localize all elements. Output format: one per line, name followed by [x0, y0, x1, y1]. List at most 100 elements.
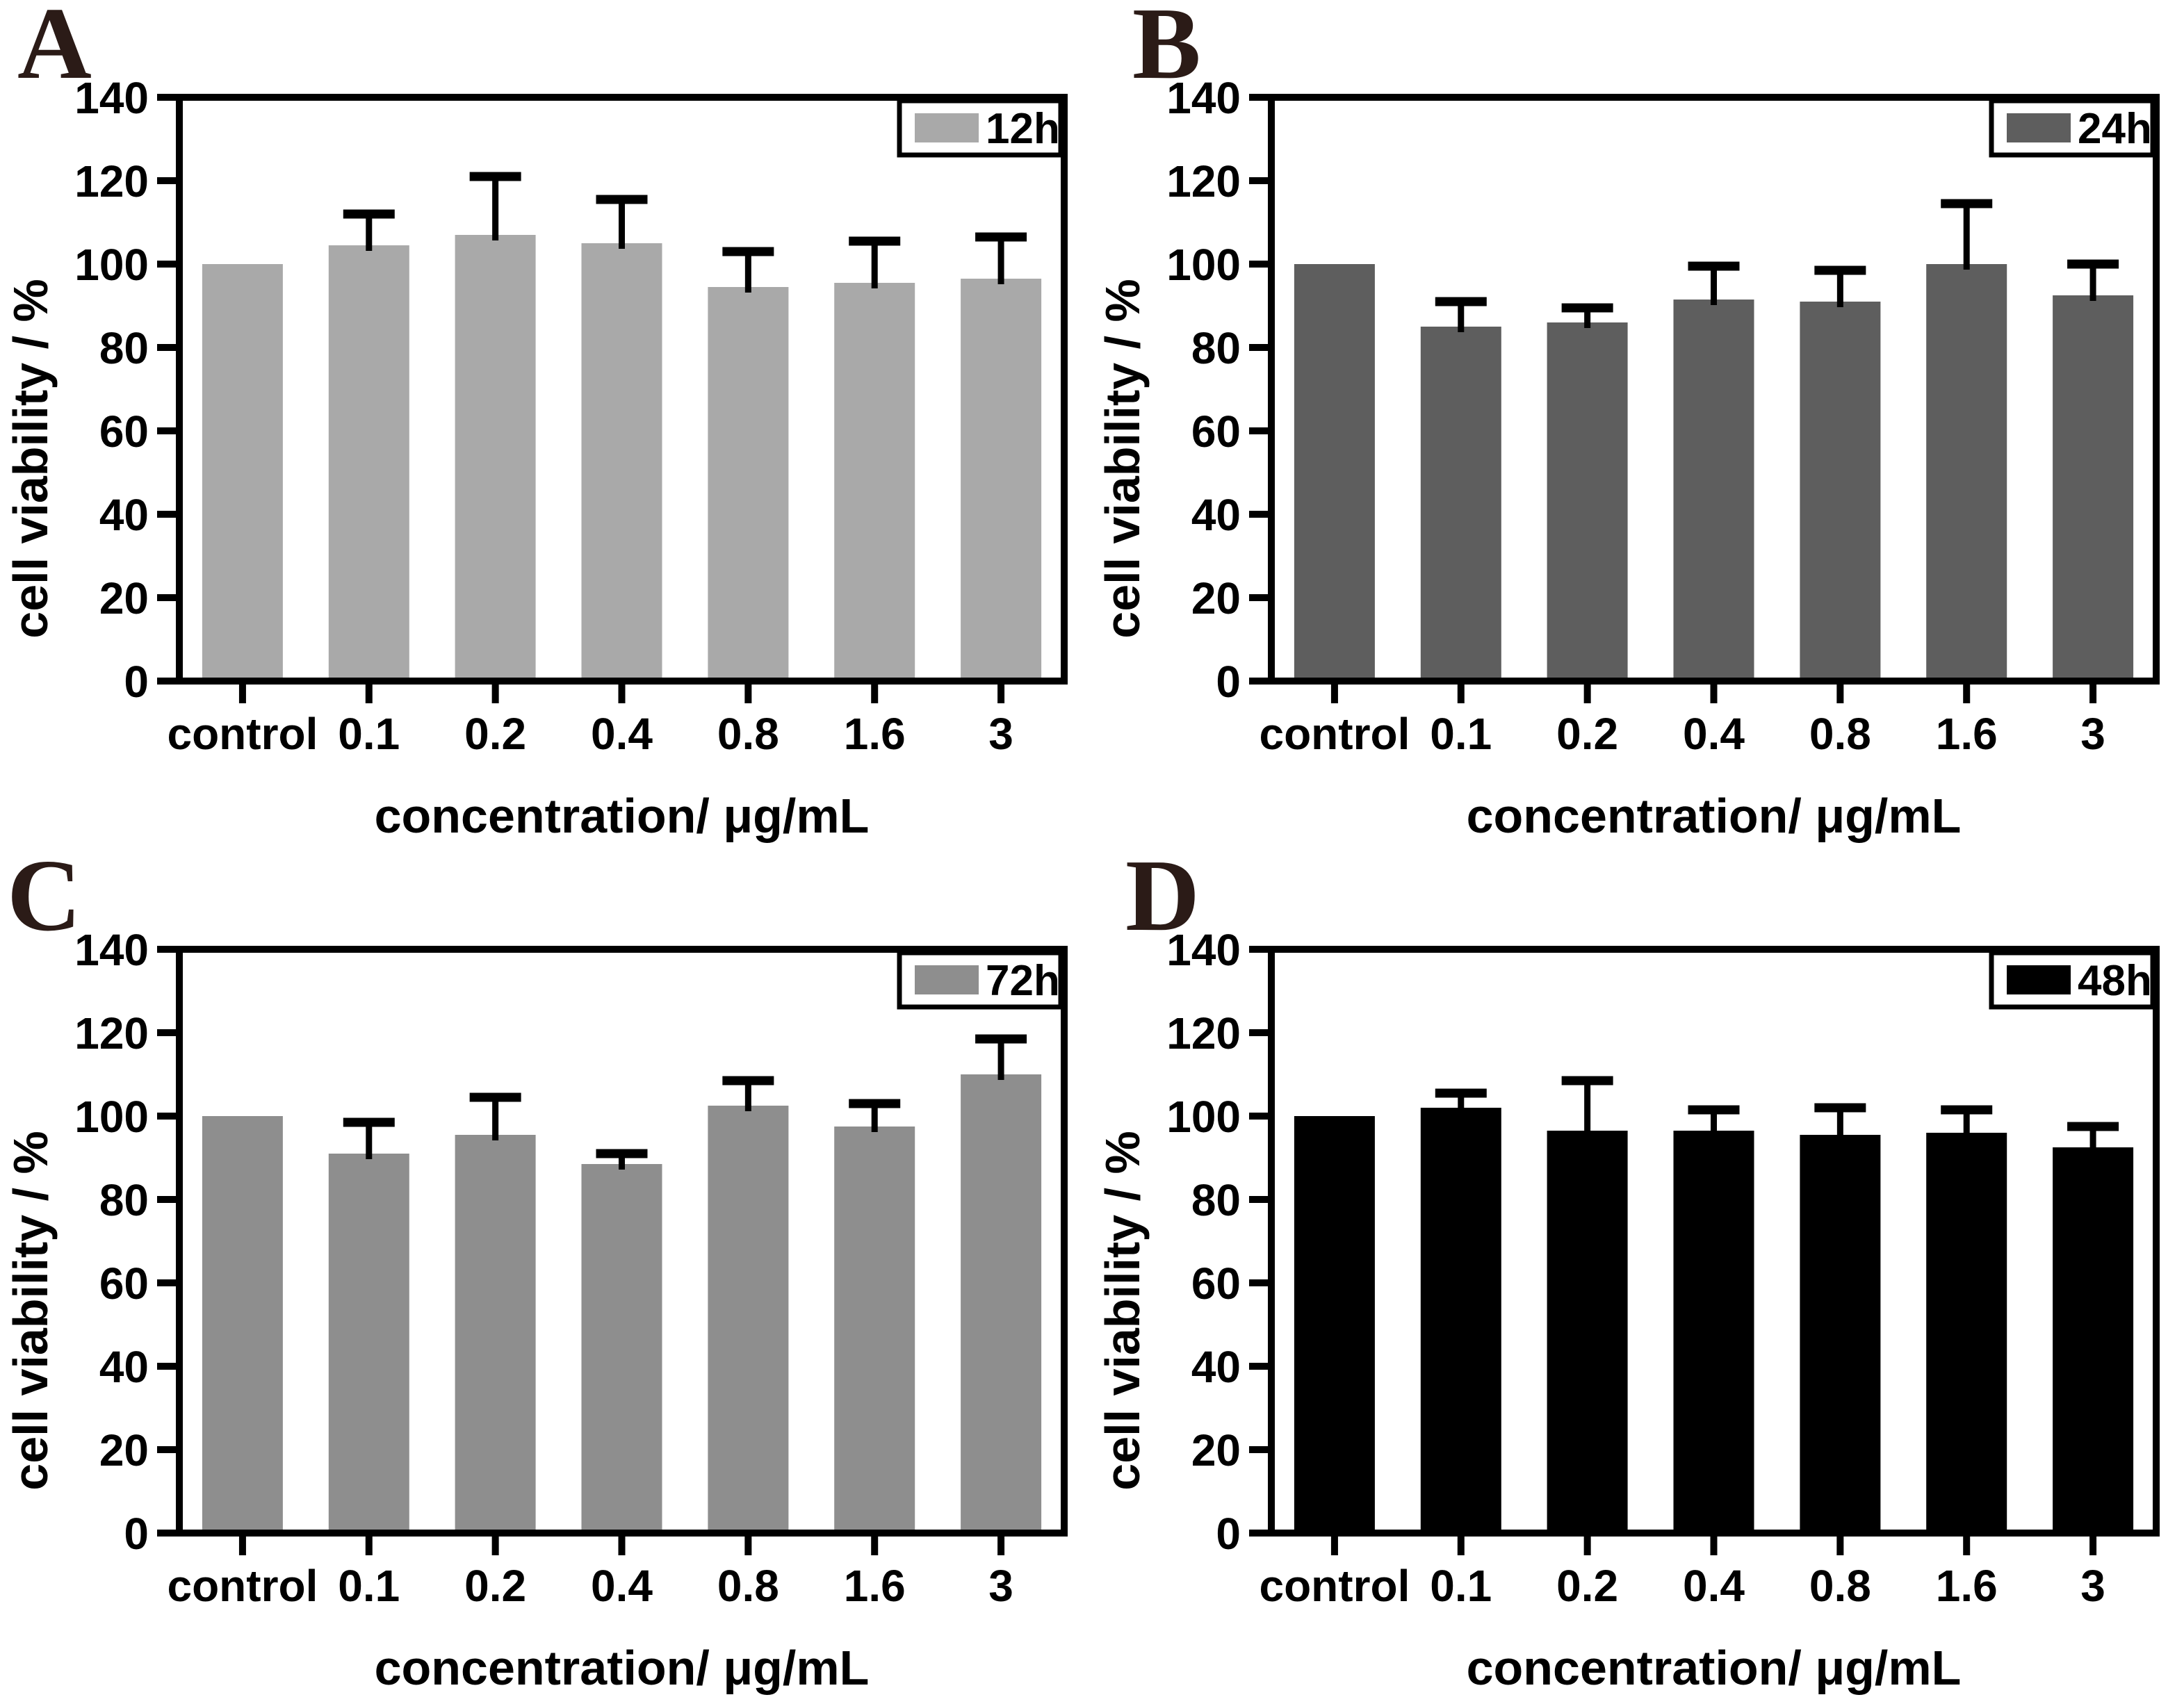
x-tick-label: 0.4: [591, 1561, 653, 1611]
panel-letter: C: [7, 852, 81, 953]
x-tick-label: 0.4: [1683, 1561, 1745, 1611]
y-tick-label: 100: [74, 1092, 149, 1142]
x-tick-label: 0.2: [464, 709, 526, 759]
y-tick-label: 60: [1191, 407, 1241, 457]
y-tick-label: 20: [1191, 573, 1241, 623]
y-tick-label: 80: [1191, 1175, 1241, 1225]
x-tick-label: 3: [2080, 1561, 2105, 1611]
bar-0.2: [1547, 322, 1628, 681]
bar-0.8: [1800, 1135, 1881, 1533]
legend-label: 24h: [2078, 105, 2152, 153]
bar-0.4: [1673, 1131, 1754, 1533]
bar-0.4: [1673, 300, 1754, 681]
panel-letter: D: [1125, 852, 1200, 953]
y-tick-label: 140: [74, 73, 149, 123]
bar-0.8: [1800, 302, 1881, 681]
y-tick-label: 40: [1191, 1342, 1241, 1392]
x-tick-label: 0.8: [717, 709, 779, 759]
legend-label: 12h: [986, 105, 1060, 153]
panel-b-chart: 0 20 40 60 80 100 120 140 control 0.1 0.2 0.4 0.8 1.6…: [1095, 0, 2160, 843]
x-tick-label: 0.2: [464, 1561, 526, 1611]
x-tick-label: 0.1: [338, 1561, 400, 1611]
bar-1.6: [834, 1127, 915, 1533]
x-tick-label: 0.1: [1430, 1561, 1492, 1611]
bar-0.4: [581, 1164, 662, 1533]
y-tick-label: 0: [1216, 1509, 1241, 1559]
y-tick-label: 20: [99, 1425, 149, 1475]
panel-d: 0 20 40 60 80 100 120 140 control 0.1 0.2 0.4 0.8 1.6…: [1092, 852, 2184, 1704]
x-tick-label: control: [1259, 1561, 1410, 1611]
x-tick-label: 0.2: [1556, 1561, 1618, 1611]
x-tick-label: 3: [988, 1561, 1013, 1611]
y-tick-label: 120: [1166, 156, 1241, 206]
legend-box: [1989, 950, 2156, 1010]
y-axis-title: cell viability / %: [3, 1131, 58, 1490]
bar-0.4: [581, 243, 662, 681]
panel-a: 0 20 40 60 80 100 120 140 control 0.1 0.2 0.4 0.8 1.6…: [0, 0, 1092, 852]
bar-3: [2053, 295, 2134, 681]
legend-swatch: [915, 965, 979, 994]
bar-0.2: [455, 1135, 536, 1533]
bar-control: [202, 1116, 283, 1533]
legend-label: 72h: [986, 957, 1060, 1005]
x-tick-label: control: [167, 1561, 318, 1611]
x-tick-label: 3: [988, 709, 1013, 759]
panel-c-chart: 0 20 40 60 80 100 120 140 control 0.1 0.2 0.4 0.8 1.6…: [3, 852, 1068, 1695]
x-tick-label: 0.1: [1430, 709, 1492, 759]
y-tick-label: 140: [1166, 73, 1241, 123]
panel-letter: A: [17, 0, 92, 101]
y-tick-label: 100: [74, 240, 149, 290]
y-tick-label: 60: [99, 407, 149, 457]
y-tick-label: 60: [99, 1259, 149, 1309]
bar-0.1: [328, 245, 409, 681]
y-tick-label: 100: [1166, 1092, 1241, 1142]
y-tick-label: 80: [99, 1175, 149, 1225]
bar-1.6: [834, 283, 915, 681]
panel-d-chart: 0 20 40 60 80 100 120 140 control 0.1 0.2 0.4 0.8 1.6…: [1095, 852, 2160, 1695]
legend-swatch: [2007, 965, 2071, 994]
y-tick-label: 120: [74, 1008, 149, 1058]
bar-0.1: [1420, 1108, 1501, 1533]
legend-box: [1989, 98, 2156, 158]
y-tick-label: 20: [1191, 1425, 1241, 1475]
y-tick-label: 40: [1191, 490, 1241, 540]
x-tick-label: 1.6: [844, 1561, 906, 1611]
y-axis-title: cell viability / %: [1095, 1131, 1150, 1490]
y-tick-label: 140: [74, 925, 149, 975]
y-tick-label: 100: [1166, 240, 1241, 290]
bar-1.6: [1926, 264, 2007, 681]
y-tick-label: 60: [1191, 1259, 1241, 1309]
legend-swatch: [2007, 113, 2071, 142]
bar-1.6: [1926, 1133, 2007, 1533]
y-tick-label: 40: [99, 490, 149, 540]
bar-0.8: [708, 1106, 789, 1533]
x-tick-label: control: [1259, 709, 1410, 759]
y-tick-label: 120: [74, 156, 149, 206]
x-tick-label: 1.6: [844, 709, 906, 759]
y-tick-label: 0: [124, 657, 149, 707]
x-tick-label: 0.8: [717, 1561, 779, 1611]
x-tick-label: control: [167, 709, 318, 759]
x-axis-title: concentration/ μg/mL: [1467, 789, 1962, 843]
x-tick-label: 3: [2080, 709, 2105, 759]
legend-swatch: [915, 113, 979, 142]
y-tick-label: 40: [99, 1342, 149, 1392]
y-axis-title: cell viability / %: [3, 279, 58, 638]
x-tick-label: 1.6: [1936, 709, 1998, 759]
y-tick-label: 140: [1166, 925, 1241, 975]
y-tick-label: 0: [124, 1509, 149, 1559]
legend-label: 48h: [2078, 957, 2152, 1005]
y-tick-label: 20: [99, 573, 149, 623]
x-tick-label: 0.1: [338, 709, 400, 759]
bar-3: [2053, 1147, 2134, 1533]
bar-3: [961, 279, 1042, 681]
x-tick-label: 0.4: [1683, 709, 1745, 759]
panel-c: 0 20 40 60 80 100 120 140 control 0.1 0.2 0.4 0.8 1.6…: [0, 852, 1092, 1704]
bar-0.1: [1420, 327, 1501, 681]
x-axis-title: concentration/ μg/mL: [375, 789, 870, 843]
x-axis-title: concentration/ μg/mL: [1467, 1641, 1962, 1695]
legend-box: [897, 98, 1064, 158]
bar-control: [1294, 1116, 1375, 1533]
bar-0.2: [1547, 1131, 1628, 1533]
